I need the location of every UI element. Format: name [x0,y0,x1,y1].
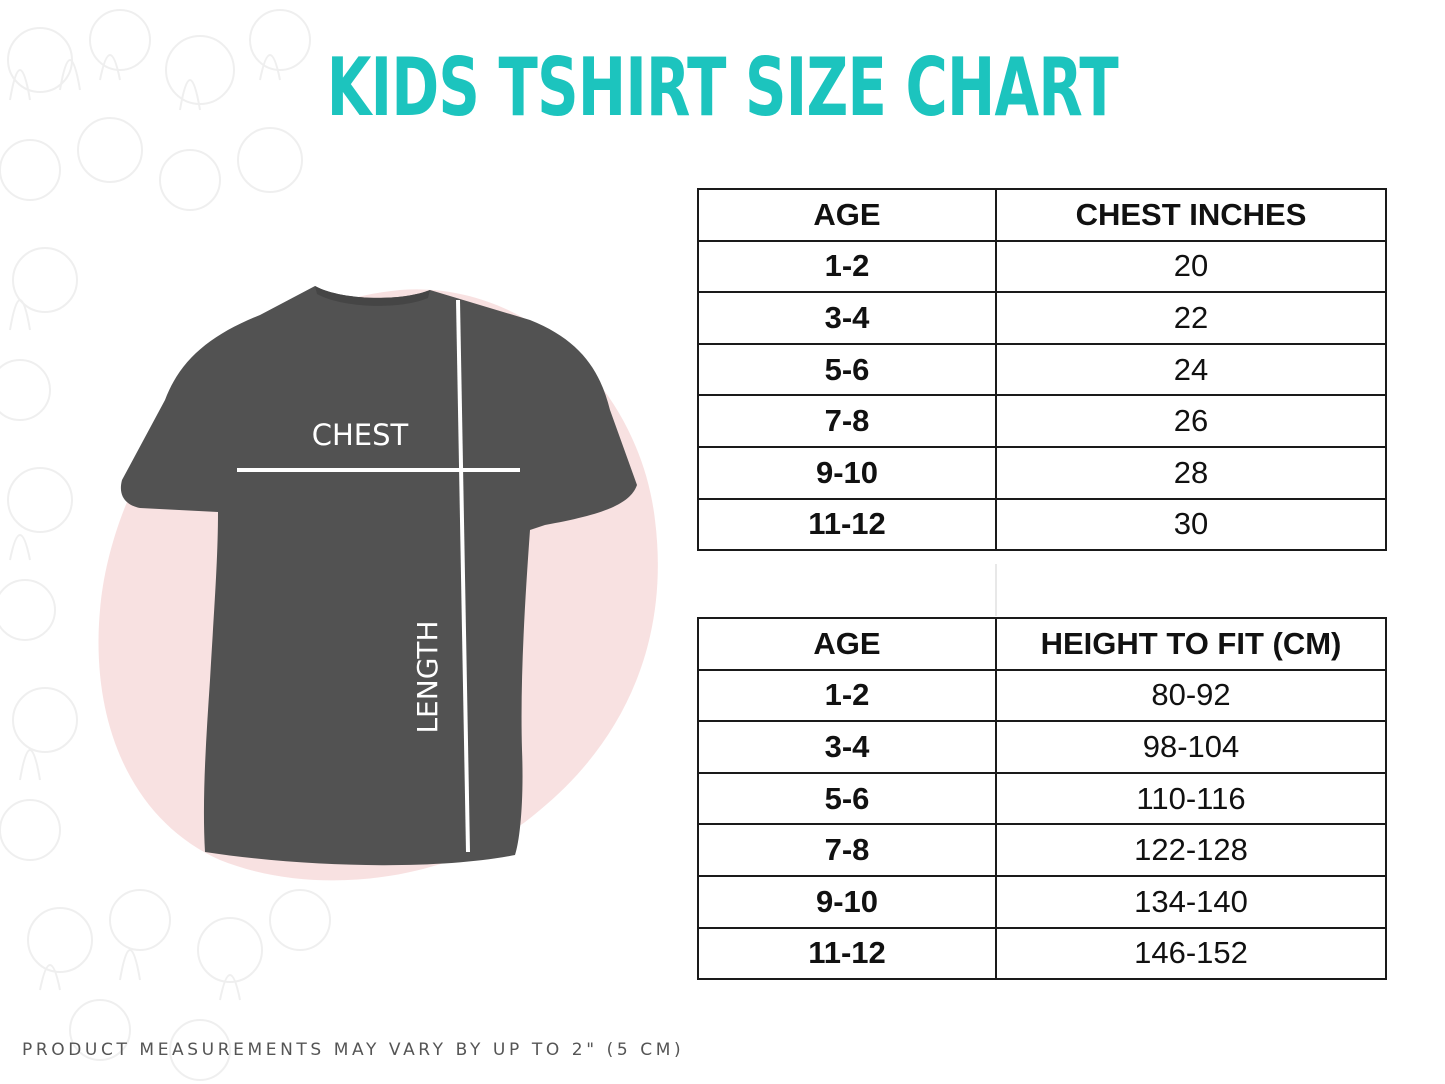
spacer-divider [995,564,997,616]
height-cell: 110-116 [995,771,1387,826]
age-cell: 5-6 [697,771,997,826]
chest-cell: 22 [995,291,1387,345]
header-age: AGE [697,188,997,242]
age-cell: 3-4 [697,720,997,774]
age-cell: 11-12 [697,926,997,981]
height-cell: 122-128 [995,823,1387,877]
height-cell: 146-152 [995,926,1387,981]
table-row: 11-12 146-152 [697,926,1387,981]
table-header-row: AGE HEIGHT TO FIT (CM) [697,617,1387,671]
table-header-row: AGE CHEST INCHES [697,188,1387,242]
chest-cell: 30 [995,497,1387,552]
age-cell: 11-12 [697,497,997,552]
tshirt-diagram: CHEST LENGTH [120,286,637,866]
table-spacer [697,564,1387,616]
height-cell: 134-140 [995,874,1387,929]
chest-cell: 26 [995,394,1387,448]
table-row: 7-8 122-128 [697,823,1387,877]
height-size-table: AGE HEIGHT TO FIT (CM) 1-2 80-92 3-4 98-10… [697,617,1387,981]
height-cell: 98-104 [995,720,1387,774]
table-row: 5-6 24 [697,342,1387,397]
age-cell: 7-8 [697,394,997,448]
age-cell: 7-8 [697,823,997,877]
footnote: PRODUCT MEASUREMENTS MAY VARY BY UP TO 2… [22,1040,685,1060]
chest-cell: 20 [995,239,1387,294]
header-chest-inches: CHEST INCHES [995,188,1387,242]
page-title: KIDS TSHIRT SIZE CHART [326,41,1119,134]
tshirt-shape [120,286,637,866]
background-pattern [0,9,331,1081]
table-row: 9-10 28 [697,445,1387,500]
table-row: 3-4 98-104 [697,720,1387,774]
age-cell: 5-6 [697,342,997,397]
age-cell: 3-4 [697,291,997,345]
chest-cell: 28 [995,445,1387,500]
chest-size-table: AGE CHEST INCHES 1-2 20 3-4 22 5-6 24 7-8 26… [697,188,1387,552]
age-cell: 1-2 [697,668,997,723]
length-label: LENGTH [411,620,444,733]
chest-cell: 24 [995,342,1387,397]
age-cell: 9-10 [697,874,997,929]
table-row: 3-4 22 [697,291,1387,345]
table-row: 11-12 30 [697,497,1387,552]
age-cell: 9-10 [697,445,997,500]
table-row: 1-2 80-92 [697,668,1387,723]
table-row: 7-8 26 [697,394,1387,448]
table-row: 9-10 134-140 [697,874,1387,929]
header-height-to-fit: HEIGHT TO FIT (CM) [995,617,1387,671]
length-measure-line [456,299,470,853]
table-row: 1-2 20 [697,239,1387,294]
age-cell: 1-2 [697,239,997,294]
height-cell: 80-92 [995,668,1387,723]
table-row: 5-6 110-116 [697,771,1387,826]
chest-label: CHEST [312,418,409,452]
header-age: AGE [697,617,997,671]
